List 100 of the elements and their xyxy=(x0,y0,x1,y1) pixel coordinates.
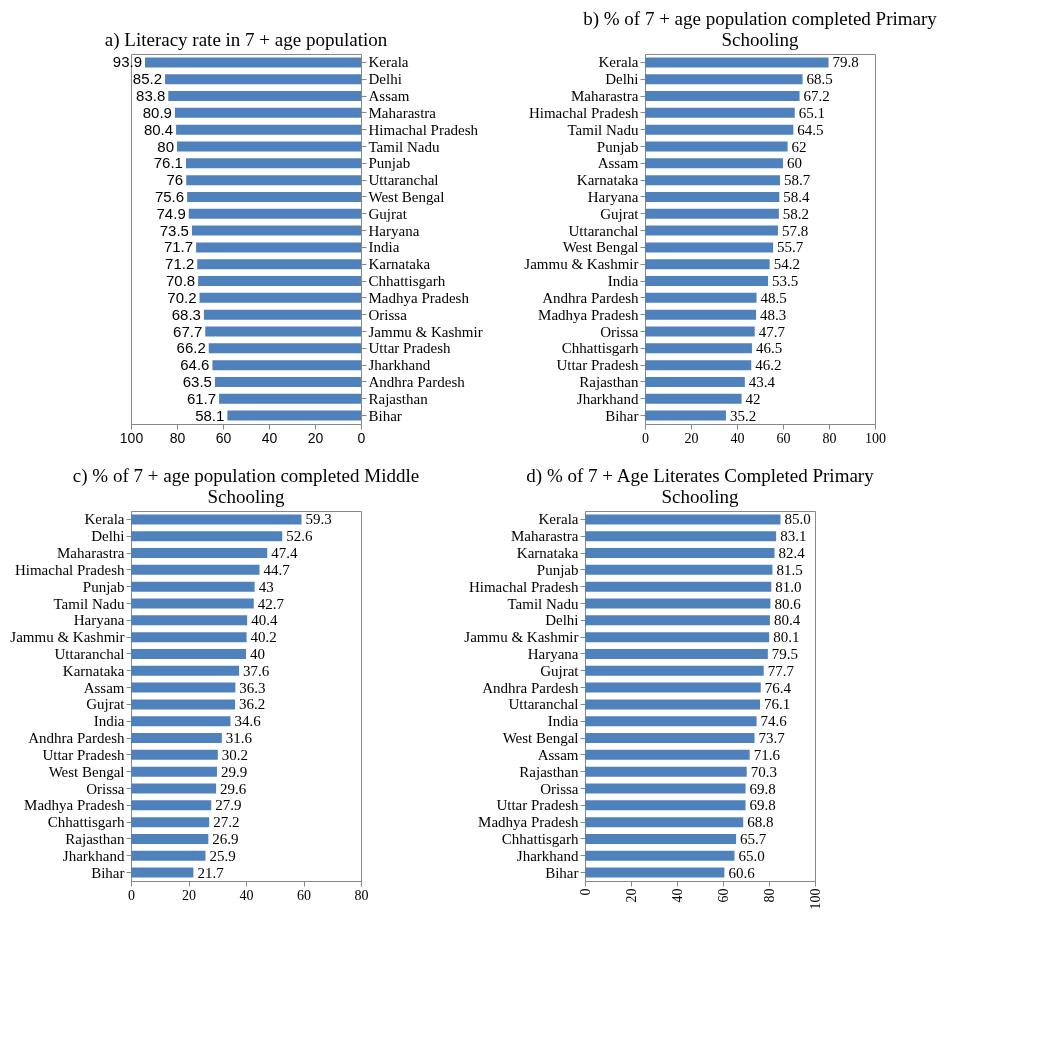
bar xyxy=(208,343,361,354)
y-tick-label: Maharastra xyxy=(511,528,579,545)
bar xyxy=(585,833,737,844)
x-tick-label: 20 xyxy=(182,887,196,903)
data-label: 60 xyxy=(787,155,802,172)
data-label: 76.1 xyxy=(153,154,183,172)
y-tick-label: Uttar Pradesh xyxy=(556,357,639,374)
data-label: 68.3 xyxy=(171,305,201,323)
y-tick-label: Haryana xyxy=(73,612,125,629)
bar xyxy=(645,326,755,337)
y-tick-label: Rajasthan xyxy=(368,390,429,407)
data-label: 67.2 xyxy=(803,88,830,105)
bar xyxy=(219,393,361,404)
bar xyxy=(645,259,770,270)
y-tick-label: Orissa xyxy=(600,323,639,340)
x-tick-label: 40 xyxy=(261,429,278,446)
data-label: 85.2 xyxy=(132,70,163,88)
bar xyxy=(131,817,210,828)
data-label: 60.6 xyxy=(728,864,756,881)
data-label: 47.7 xyxy=(758,323,786,340)
data-label: 68.5 xyxy=(806,71,833,88)
bar xyxy=(645,158,783,169)
bar xyxy=(585,514,781,525)
data-label: 42.7 xyxy=(257,595,285,612)
x-tick-label: 0 xyxy=(357,429,366,446)
data-label: 93.9 xyxy=(112,53,143,71)
x-tick-label: 0 xyxy=(577,888,593,896)
bar xyxy=(131,514,302,525)
bar xyxy=(196,242,361,253)
data-label: 30.2 xyxy=(221,746,249,763)
y-tick-label: Madhya Pradesh xyxy=(24,797,125,814)
y-tick-label: Tamil Nadu xyxy=(507,595,579,612)
y-tick-label: Madhya Pradesh xyxy=(368,289,470,306)
data-label: 67.7 xyxy=(173,322,203,340)
y-tick-label: Bihar xyxy=(545,864,579,881)
x-tick-label: 40 xyxy=(239,887,254,903)
y-tick-label: Uttar Pradesh xyxy=(42,746,125,763)
data-label: 64.6 xyxy=(180,356,210,374)
y-tick-label: Karnataka xyxy=(368,256,431,273)
y-tick-label: India xyxy=(547,713,579,730)
y-tick-label: Gujrat xyxy=(600,205,640,222)
bar xyxy=(198,276,361,287)
data-label: 36.3 xyxy=(239,679,266,696)
data-label: 74.9 xyxy=(156,204,186,222)
y-tick-label: Andhra Pardesh xyxy=(368,373,466,390)
bar xyxy=(177,141,361,152)
bar xyxy=(585,581,772,592)
y-tick-label: Maharastra xyxy=(571,88,639,105)
y-tick-label: Karnataka xyxy=(516,545,579,562)
data-label: 81.0 xyxy=(775,578,802,595)
data-label: 27.2 xyxy=(213,814,240,831)
bar xyxy=(585,665,764,676)
data-label: 54.2 xyxy=(773,256,800,273)
data-label: 44.7 xyxy=(263,561,291,578)
data-label: 80.4 xyxy=(773,612,801,629)
bar xyxy=(645,393,742,404)
bar xyxy=(131,867,194,878)
data-label: 57.8 xyxy=(781,222,809,239)
data-label: 73.7 xyxy=(758,730,786,747)
y-tick-label: Tamil Nadu xyxy=(53,595,125,612)
y-tick-label: Jammu & Kashmir xyxy=(524,256,639,273)
y-tick-label: Tamil Nadu xyxy=(368,138,441,155)
y-tick-label: Punjab xyxy=(536,561,579,578)
y-tick-label: West Bengal xyxy=(562,239,639,256)
bar xyxy=(131,716,231,727)
x-tick-label: 0 xyxy=(128,887,135,903)
data-label: 40.2 xyxy=(250,629,277,646)
y-tick-label: Orissa xyxy=(368,306,408,323)
y-tick-label: India xyxy=(607,273,639,290)
y-tick-label: Maharastra xyxy=(368,104,437,121)
data-label: 37.6 xyxy=(243,662,270,679)
y-tick-label: Chhattisgarh xyxy=(561,340,639,357)
x-tick-label: 40 xyxy=(730,430,745,446)
y-tick-label: Orissa xyxy=(540,780,579,797)
y-tick-label: Himachal Pradesh xyxy=(528,104,639,121)
bar xyxy=(645,208,779,219)
bar xyxy=(131,682,236,693)
y-tick-label: Uttaranchal xyxy=(54,645,125,662)
data-label: 82.4 xyxy=(778,545,806,562)
chart-title: d) % of 7 + Age Literates Completed Primary Schooling xyxy=(526,465,875,507)
data-label: 80.9 xyxy=(142,103,172,121)
y-tick-label: Jammu & Kashmir xyxy=(464,629,579,646)
bar xyxy=(585,867,725,878)
bar xyxy=(645,141,788,152)
bar xyxy=(145,57,361,68)
bar xyxy=(645,91,800,102)
bar xyxy=(645,343,752,354)
data-label: 65.0 xyxy=(738,847,765,864)
data-label: 43 xyxy=(258,578,274,595)
y-tick-label: Rajasthan xyxy=(519,763,579,780)
data-label: 62 xyxy=(791,138,807,155)
bar xyxy=(212,360,361,371)
x-tick-label: 100 xyxy=(807,888,823,910)
data-label: 83.1 xyxy=(780,528,807,545)
data-label: 59.3 xyxy=(305,511,332,528)
data-label: 79.5 xyxy=(771,645,799,662)
x-tick-label: 100 xyxy=(119,429,144,446)
bar xyxy=(585,817,744,828)
data-label: 29.6 xyxy=(220,780,247,797)
data-label: 76.1 xyxy=(764,696,791,713)
